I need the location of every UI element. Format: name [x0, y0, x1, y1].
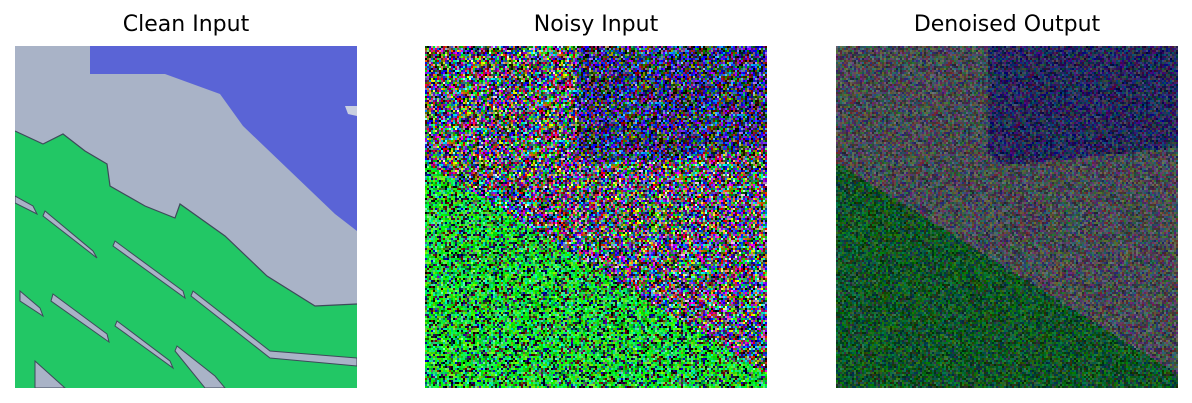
panel-title: Noisy Input [533, 12, 659, 37]
panel-noisy: Noisy Input [425, 0, 767, 403]
panel-clean: Clean Input [15, 0, 357, 403]
panel-title: Clean Input [122, 12, 250, 37]
noisy-image [425, 46, 767, 388]
denoised-image [836, 46, 1178, 388]
panel-denoised: Denoised Output [836, 0, 1178, 403]
clean-image [15, 46, 357, 388]
panel-title: Denoised Output [913, 12, 1101, 37]
